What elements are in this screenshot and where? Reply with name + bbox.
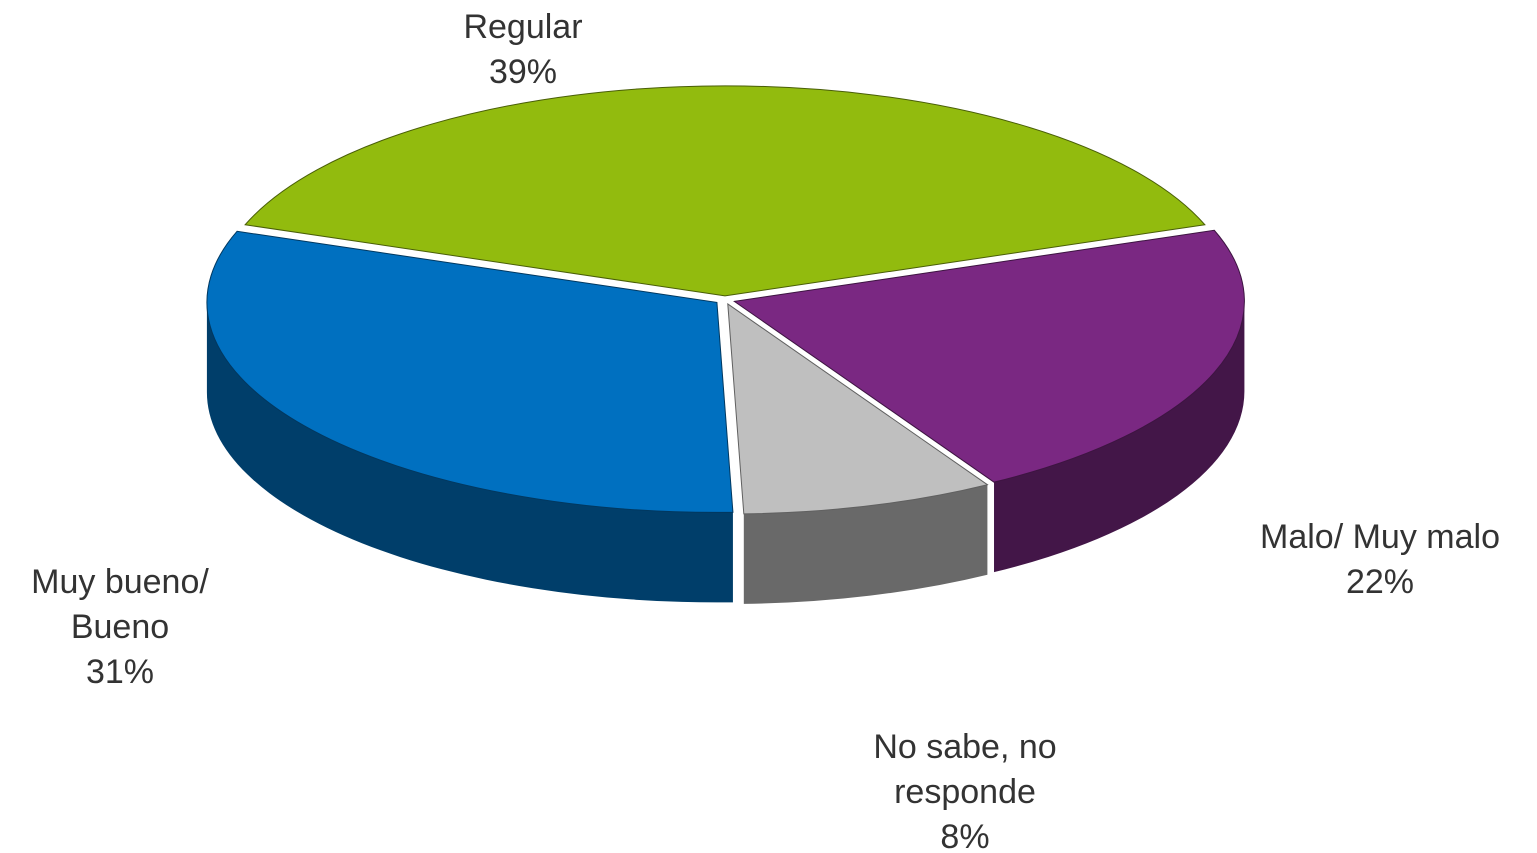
slice-side <box>206 302 733 603</box>
value-label: 31% <box>85 653 155 691</box>
category-name: Muy bueno/ Bueno <box>31 563 209 646</box>
slice <box>733 229 1245 483</box>
slice-label: Malo/ Muy malo 22% <box>1230 515 1530 605</box>
category-name: No sabe, no responde <box>873 728 1057 811</box>
slice <box>727 302 989 515</box>
slice-side <box>994 301 1245 573</box>
slice <box>206 230 734 513</box>
category-name: Malo/ Muy malo <box>1260 518 1500 556</box>
slice-label: Regular 39% <box>373 5 673 95</box>
slice-side <box>743 484 988 604</box>
value-label: 8% <box>940 818 990 853</box>
slice-tops <box>206 85 1245 515</box>
slice <box>244 85 1206 297</box>
slice-sides <box>206 301 1245 604</box>
value-label: 39% <box>488 53 558 91</box>
category-name: Regular <box>463 8 583 46</box>
value-label: 22% <box>1345 563 1415 601</box>
slice-label: Muy bueno/ Bueno 31% <box>5 560 235 695</box>
slice-label: No sabe, no responde 8% <box>845 725 1085 853</box>
